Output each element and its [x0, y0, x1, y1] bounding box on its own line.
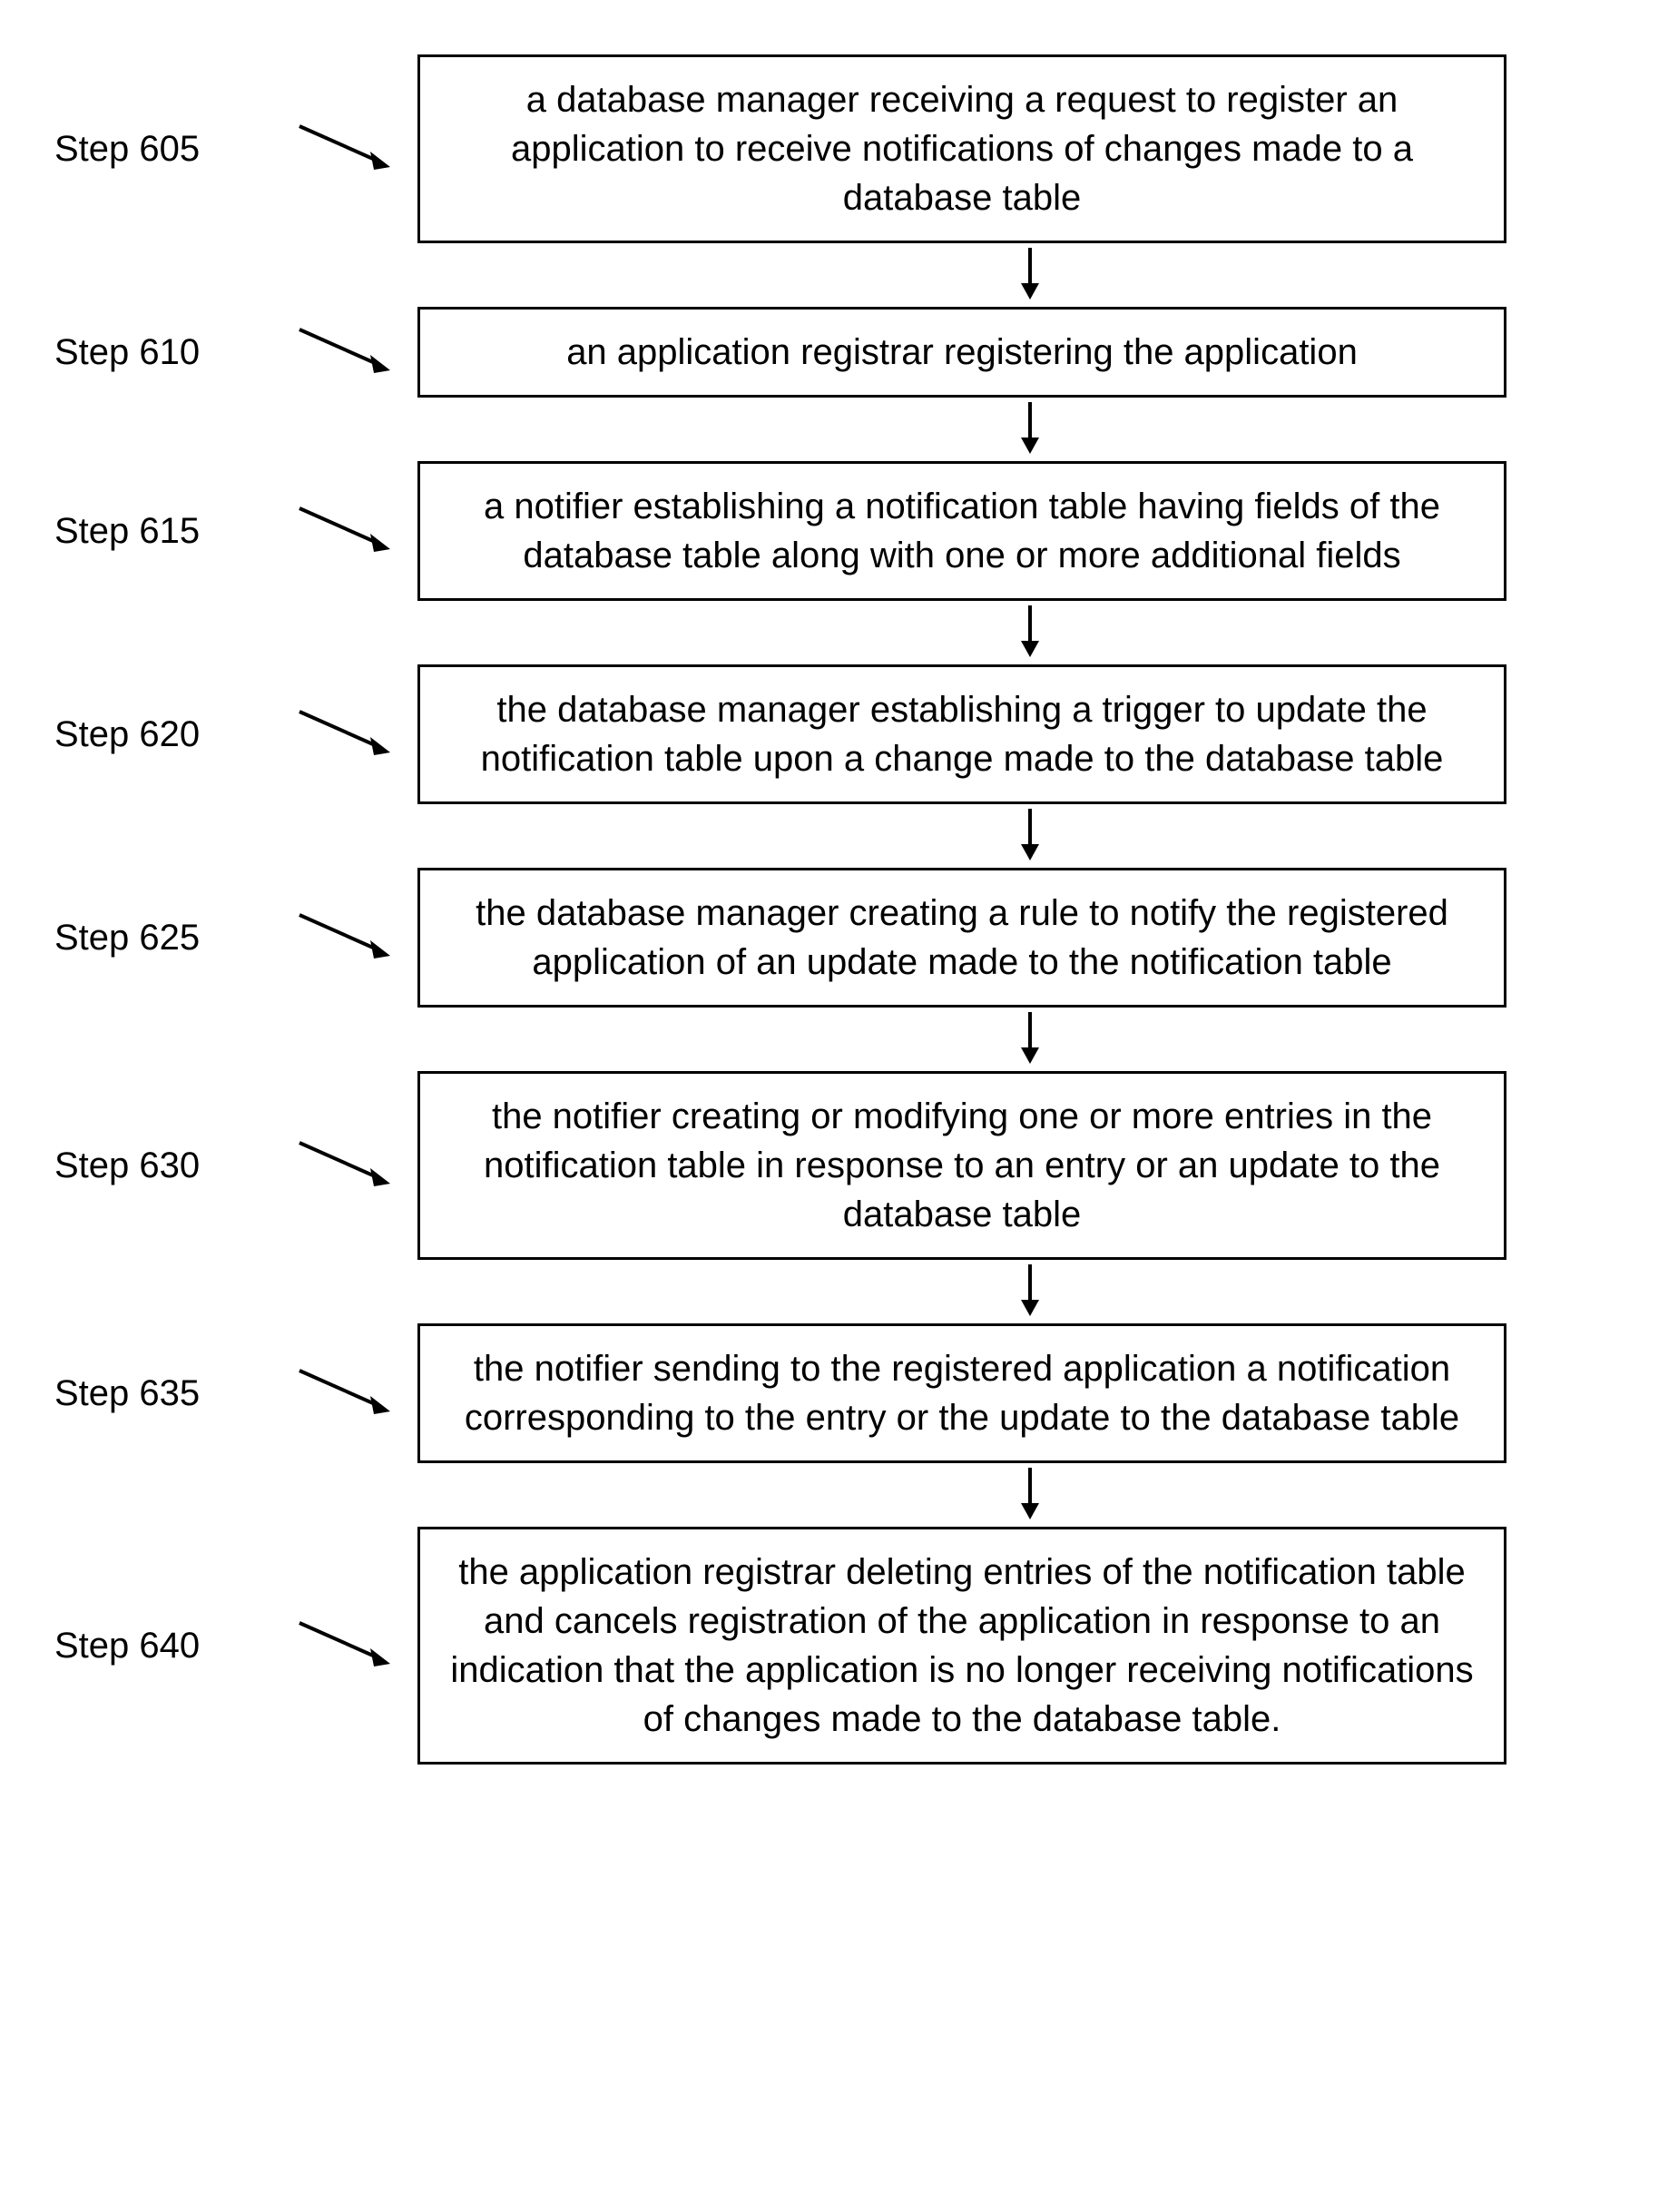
flowchart-container: Step 605 a database manager receiving a … [36, 54, 1642, 1765]
step-label: Step 615 [36, 511, 290, 552]
step-row: Step 610 an application registrar regist… [36, 307, 1642, 398]
pointer-arrow-icon [290, 906, 417, 969]
down-arrow-icon [36, 1260, 1642, 1323]
step-box: the application registrar deleting entri… [417, 1527, 1506, 1765]
step-box: a notifier establishing a notification t… [417, 461, 1506, 601]
step-box: the notifier creating or modifying one o… [417, 1071, 1506, 1260]
pointer-arrow-icon [290, 499, 417, 563]
down-arrow-icon [36, 1463, 1642, 1527]
step-row: Step 620 the database manager establishi… [36, 664, 1642, 804]
pointer-arrow-icon [290, 1134, 417, 1197]
step-label: Step 625 [36, 918, 290, 959]
step-box: the database manager creating a rule to … [417, 868, 1506, 1008]
pointer-arrow-icon [290, 1362, 417, 1425]
step-box: the notifier sending to the registered a… [417, 1323, 1506, 1463]
down-arrow-icon [36, 1008, 1642, 1071]
step-label: Step 630 [36, 1145, 290, 1186]
step-row: Step 635 the notifier sending to the reg… [36, 1323, 1642, 1463]
step-label: Step 620 [36, 714, 290, 755]
down-arrow-icon [36, 804, 1642, 868]
down-arrow-icon [36, 398, 1642, 461]
step-row: Step 625 the database manager creating a… [36, 868, 1642, 1008]
pointer-arrow-icon [290, 320, 417, 384]
step-label: Step 610 [36, 332, 290, 373]
pointer-arrow-icon [290, 703, 417, 766]
down-arrow-icon [36, 601, 1642, 664]
pointer-arrow-icon [290, 1614, 417, 1677]
step-box: the database manager establishing a trig… [417, 664, 1506, 804]
step-label: Step 635 [36, 1373, 290, 1414]
step-label: Step 605 [36, 129, 290, 170]
step-box: an application registrar registering the… [417, 307, 1506, 398]
step-row: Step 630 the notifier creating or modify… [36, 1071, 1642, 1260]
step-row: Step 605 a database manager receiving a … [36, 54, 1642, 243]
step-row: Step 640 the application registrar delet… [36, 1527, 1642, 1765]
down-arrow-icon [36, 243, 1642, 307]
step-box: a database manager receiving a request t… [417, 54, 1506, 243]
pointer-arrow-icon [290, 117, 417, 181]
step-label: Step 640 [36, 1626, 290, 1666]
step-row: Step 615 a notifier establishing a notif… [36, 461, 1642, 601]
